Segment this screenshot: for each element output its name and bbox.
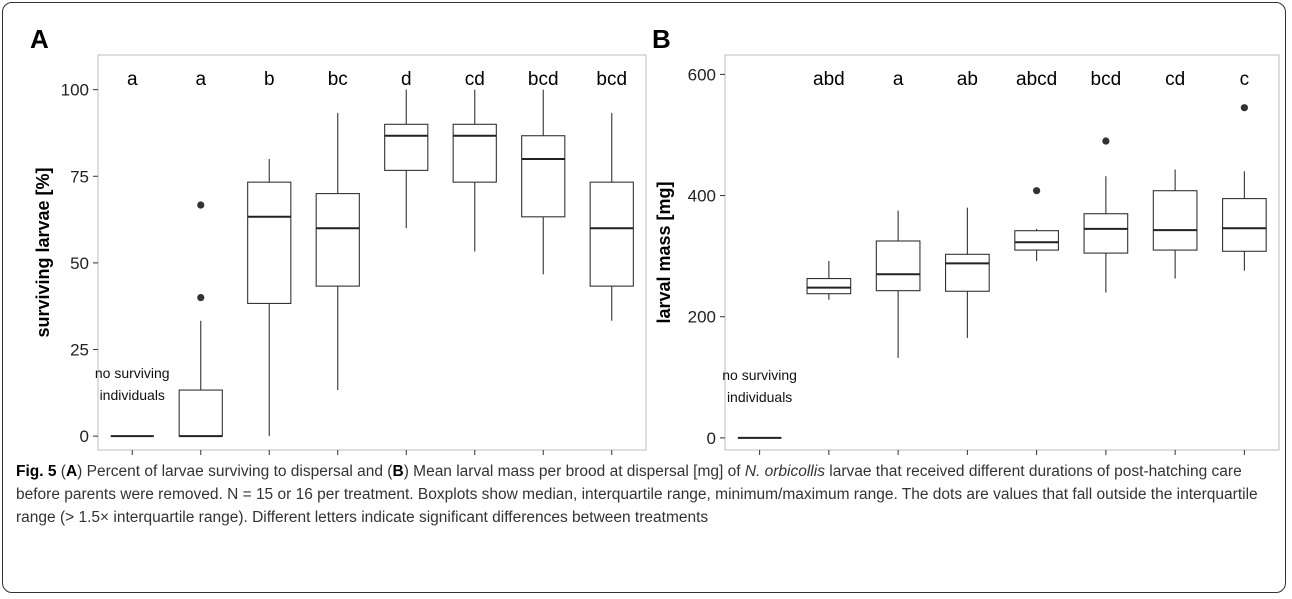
panel-b-box <box>945 253 990 292</box>
panel-b-y-axis-label: larval mass [mg] <box>654 181 674 323</box>
panel-b-label: B <box>652 24 671 54</box>
panel-a-x-tick-label: 3 h <box>257 457 281 460</box>
panel-a-letter: bcd <box>596 69 627 90</box>
panel-a-y-tick-label: 0 <box>80 427 89 446</box>
panel-a-y-axis-label: surviving larvae [%] <box>33 167 53 337</box>
panel-b-note-line: no surviving <box>722 367 797 383</box>
panel-b-x-tick-label: full care <box>1214 457 1275 460</box>
caption-part-2: ) Percent of larvae surviving to dispers… <box>77 463 393 480</box>
panel-a-letter: a <box>127 69 138 90</box>
panel-b-letter: abcd <box>1016 69 1057 90</box>
panel-a-box <box>589 181 634 287</box>
panel-b-letter: cd <box>1165 69 1185 90</box>
panel-b-box <box>875 240 921 292</box>
panel-b-outlier <box>1102 137 1110 145</box>
panel-a-outlier <box>197 293 205 302</box>
panel-b-box <box>806 278 852 295</box>
panel-b-y-tick-label: 0 <box>707 429 716 448</box>
panel-a-note-line: no surviving <box>95 365 170 381</box>
panel-a-x-tick-label: full care <box>581 457 642 460</box>
caption-panel-a: A <box>65 463 78 480</box>
panel-a-letter: b <box>264 69 275 90</box>
panel-a-box <box>247 181 292 304</box>
panel-a-y-tick-label: 25 <box>70 341 89 360</box>
panel-a-y-tick-label: 75 <box>70 167 89 186</box>
panel-a-label: A <box>30 24 49 54</box>
panel-b-x-tick-label: 48 h <box>1158 457 1192 460</box>
panel-b-note-line: individuals <box>727 389 792 405</box>
panel-b-letter: abd <box>813 69 845 90</box>
panel-a-x-tick-label: 1 h <box>189 457 213 460</box>
panel-b-y-tick-label: 200 <box>688 308 716 327</box>
panel-a-x-tick-label: 24 h <box>458 457 492 460</box>
panel-a-x-tick-label: 48 h <box>526 457 560 460</box>
panel-a-letter: bcd <box>528 69 559 90</box>
panel-b-box <box>1222 198 1267 252</box>
panel-b-x-tick-label: 0 h <box>747 457 771 460</box>
panel-b-plot-border <box>724 54 1280 451</box>
panel-a-x-tick-label: 6 h <box>326 457 350 460</box>
panel-b-x-tick-label: 12 h <box>1020 457 1054 460</box>
panel-a-letter: cd <box>465 69 485 90</box>
panel-a-letter: bc <box>328 69 348 90</box>
figure-plots: A 0 25 50 75 100 surviving larvae [%] 0 h 1 h 3 h… <box>30 24 1280 460</box>
panel-b-box <box>1014 230 1059 251</box>
panel-a-box <box>384 123 429 171</box>
panel-b-letter: bcd <box>1091 69 1122 90</box>
panel-b-letter: ab <box>957 69 978 90</box>
caption-part-3: ) Mean larval mass per brood at dispersa… <box>403 463 745 480</box>
panel-b-letter: c <box>1240 69 1250 90</box>
panel-b-outlier <box>1033 187 1041 195</box>
panel-b-box <box>1083 213 1129 254</box>
panel-b-outlier <box>1240 104 1248 112</box>
panel-a-letter: a <box>195 69 206 90</box>
panel-b-y-tick-label: 400 <box>688 187 716 206</box>
panel-a-note-line: individuals <box>100 387 165 403</box>
caption-part-4: larvae that received different durations… <box>16 463 1258 526</box>
panel-b-letter: a <box>893 69 904 90</box>
panel-a-plot-border <box>97 54 647 451</box>
caption-panel-b: B <box>392 463 404 480</box>
panel-b-x-tick-label: 1 h <box>817 457 841 460</box>
panel-b-x-tick-label: 6 h <box>955 457 979 460</box>
panel-a-y-tick-label: 100 <box>61 81 89 100</box>
panel-a-y-tick-label: 50 <box>70 254 89 273</box>
panel-a-x-tick-label: 0 h <box>120 457 144 460</box>
figure-caption: Fig. 5 (A) Percent of larvae surviving t… <box>16 460 1278 529</box>
caption-part-1: ( <box>56 463 66 480</box>
panel-a-x-tick-label: 12 h <box>389 457 423 460</box>
panel-b-y-tick-label: 600 <box>688 65 716 84</box>
caption-species: N. orbicollis <box>744 463 825 480</box>
panel-b-x-tick-label: 24 h <box>1089 457 1123 460</box>
caption-fig-label: Fig. 5 <box>16 463 57 480</box>
panel-b-x-tick-label: 3 h <box>886 457 910 460</box>
panel-a-box <box>315 193 360 287</box>
panel-a-box <box>452 123 497 183</box>
panel-a-outlier <box>197 201 205 209</box>
panel-a-box <box>521 135 566 218</box>
panel-b-box <box>1152 190 1198 251</box>
panel-a-box <box>178 389 223 437</box>
panel-a-letter: d <box>401 69 412 90</box>
